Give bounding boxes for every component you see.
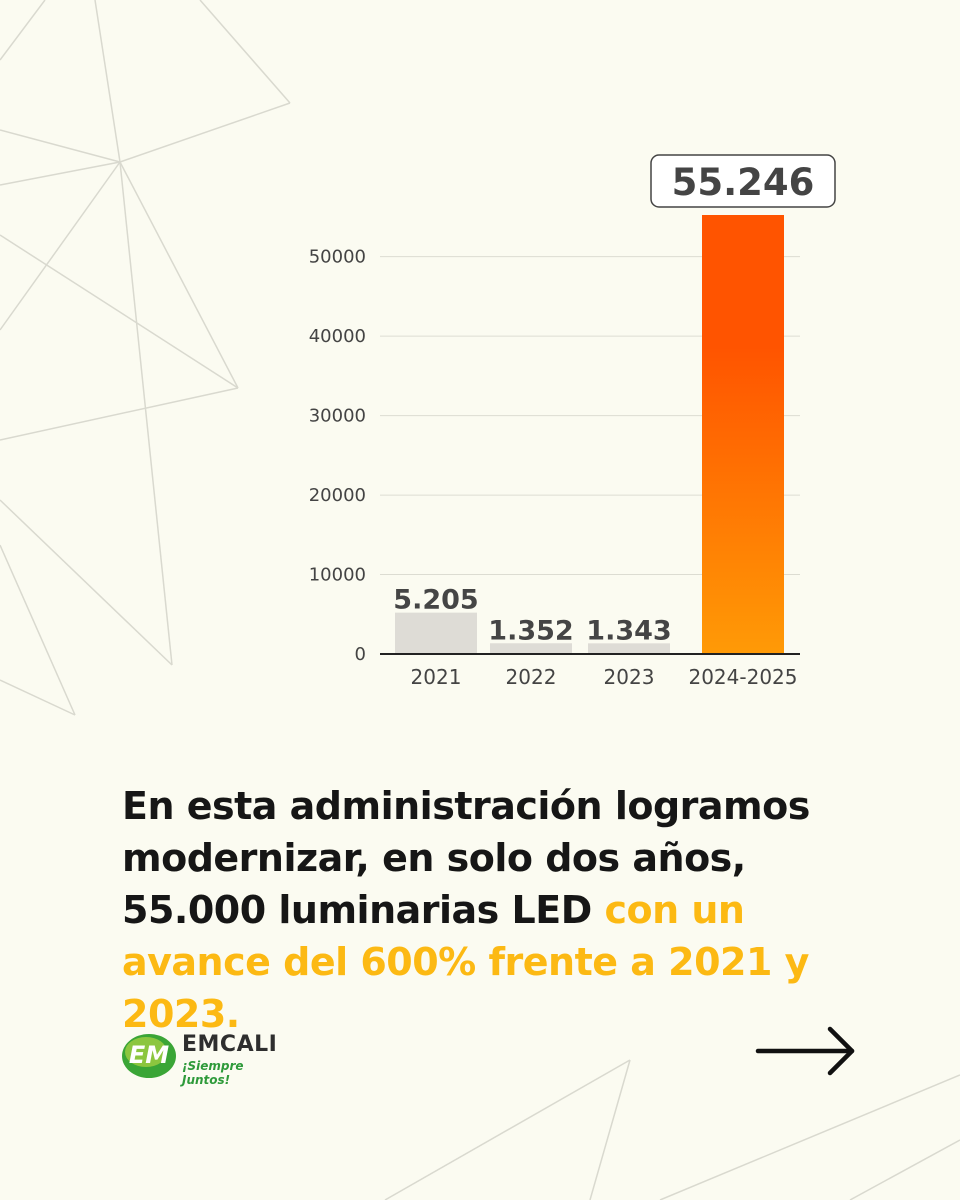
x-tick-label: 2024-2025	[688, 665, 797, 689]
y-tick-label: 40000	[309, 326, 366, 347]
emcali-logo: EM EMCALI ¡Siempre Juntos!	[120, 1026, 290, 1087]
x-tick-label: 2023	[604, 665, 655, 689]
data-label: 1.343	[586, 615, 671, 646]
headline-highlight: con un avance del 600% frente a 2021 y 2…	[122, 888, 809, 1036]
headline-text: En esta administración logramos moderniz…	[122, 784, 810, 932]
x-tick-label: 2021	[411, 665, 462, 689]
logo-tagline: ¡Siempre Juntos!	[182, 1059, 244, 1087]
data-label: 5.205	[393, 585, 478, 616]
emcali-logo-icon: EM	[122, 1034, 176, 1078]
y-tick-label: 20000	[309, 485, 366, 506]
data-label: 1.352	[488, 615, 573, 646]
arrow-right-icon[interactable]	[754, 1024, 858, 1078]
callout-box	[650, 154, 836, 208]
y-tick-label: 0	[355, 644, 366, 665]
y-tick-label: 30000	[309, 406, 366, 427]
bar-2022	[490, 643, 572, 654]
y-tick-label: 10000	[309, 565, 366, 586]
logo-mark-text: EM	[129, 1041, 169, 1069]
bar-2021	[395, 612, 477, 654]
headline: En esta administración logramos moderniz…	[122, 780, 902, 1040]
bar-2023	[588, 643, 670, 654]
logo-name: EMCALI	[182, 1032, 278, 1057]
bar-2024-2025	[702, 215, 784, 654]
data-label: 55.246	[672, 161, 815, 204]
x-tick-label: 2022	[506, 665, 557, 689]
y-tick-label: 50000	[309, 247, 366, 268]
